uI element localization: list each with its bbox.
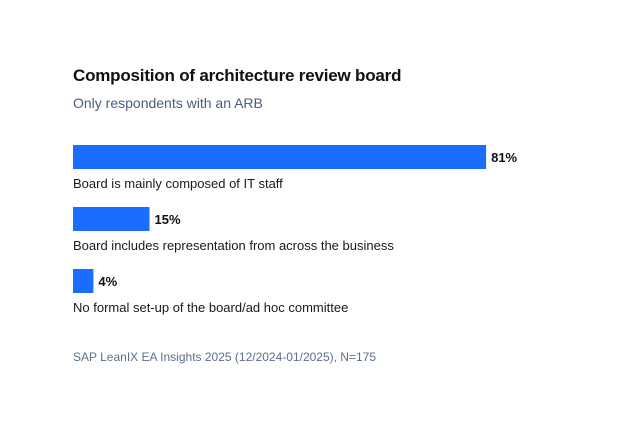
category-label-3: No formal set-up of the board/ad hoc com…: [73, 300, 348, 315]
chart-title: Composition of architecture review board: [73, 66, 402, 85]
bar-2: [73, 207, 150, 231]
value-label-1: 81%: [491, 150, 517, 165]
bar-3: [73, 269, 94, 293]
value-label-3: 4%: [98, 274, 117, 289]
value-label-2: 15%: [155, 212, 181, 227]
category-label-2: Board includes representation from acros…: [73, 238, 394, 253]
chart-subtitle: Only respondents with an ARB: [73, 95, 263, 111]
bar-1: [73, 145, 487, 169]
chart-source: SAP LeanIX EA Insights 2025 (12/2024-01/…: [73, 350, 376, 364]
category-label-1: Board is mainly composed of IT staff: [73, 176, 283, 191]
